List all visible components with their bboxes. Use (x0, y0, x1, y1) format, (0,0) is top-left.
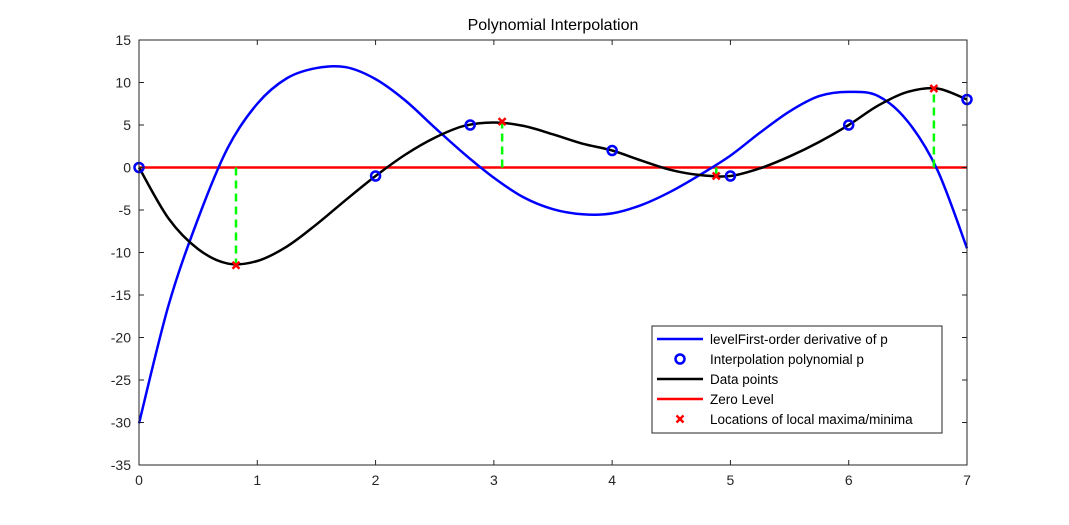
legend-entry: Data points (657, 372, 779, 387)
series-derivative-line (137, 64, 969, 424)
extremum-marker (497, 117, 507, 126)
y-tick-label: 15 (115, 32, 131, 48)
x-tick-label: 4 (608, 472, 616, 488)
y-tick-label: -10 (111, 245, 131, 261)
legend-entry: Interpolation polynomial p (674, 352, 864, 367)
legend-label: levelFirst-order derivative of p (710, 332, 888, 347)
y-tick-label: 0 (123, 160, 131, 176)
legend: levelFirst-order derivative of p Interpol… (651, 325, 943, 434)
data-point-marker (369, 170, 382, 182)
y-tick-label: -20 (111, 330, 131, 346)
data-point-marker (464, 119, 476, 131)
y-tick-label: -25 (111, 372, 131, 388)
legend-entry: Locations of local maxima/minima (675, 412, 913, 427)
legend-swatch (674, 353, 686, 365)
x-tick-label: 0 (135, 472, 143, 488)
legend-entry: levelFirst-order derivative of p (657, 332, 888, 347)
data-point-marker (724, 170, 737, 182)
y-tick-label: 5 (123, 117, 131, 133)
extremum-marker (929, 84, 939, 93)
series-polynomial-line (137, 86, 968, 266)
legend-label: Data points (710, 372, 779, 387)
chart-title: Polynomial Interpolation (468, 17, 639, 34)
x-tick-label: 7 (963, 472, 971, 488)
x-tick-label: 6 (845, 472, 853, 488)
legend-label: Locations of local maxima/minima (710, 412, 913, 427)
x-tick-label: 3 (490, 472, 498, 488)
x-tick-label: 5 (727, 472, 735, 488)
x-tick-label: 1 (253, 472, 261, 488)
x-tick-label: 2 (372, 472, 380, 488)
y-tick-label: -5 (119, 202, 132, 218)
legend-label: Interpolation polynomial p (710, 352, 864, 367)
extremum-marker (711, 171, 721, 181)
extremum-marker (231, 260, 241, 270)
data-point-marker (606, 144, 618, 157)
y-tick-label: -15 (111, 287, 131, 303)
plot-layer (133, 64, 973, 424)
y-tick-label: 10 (115, 75, 131, 91)
data-point-marker (842, 119, 855, 131)
y-tick-label: -35 (111, 457, 131, 473)
legend-label: Zero Level (710, 392, 774, 407)
ticks-layer: 0 1 2 3 4 5 6 7 15 10 5 0 -5 -10 -15 -20 -25 -30 -35 (111, 32, 971, 488)
legend-entry: Zero Level (657, 392, 774, 407)
y-tick-label: -30 (111, 415, 131, 431)
legend-swatch (675, 414, 685, 424)
